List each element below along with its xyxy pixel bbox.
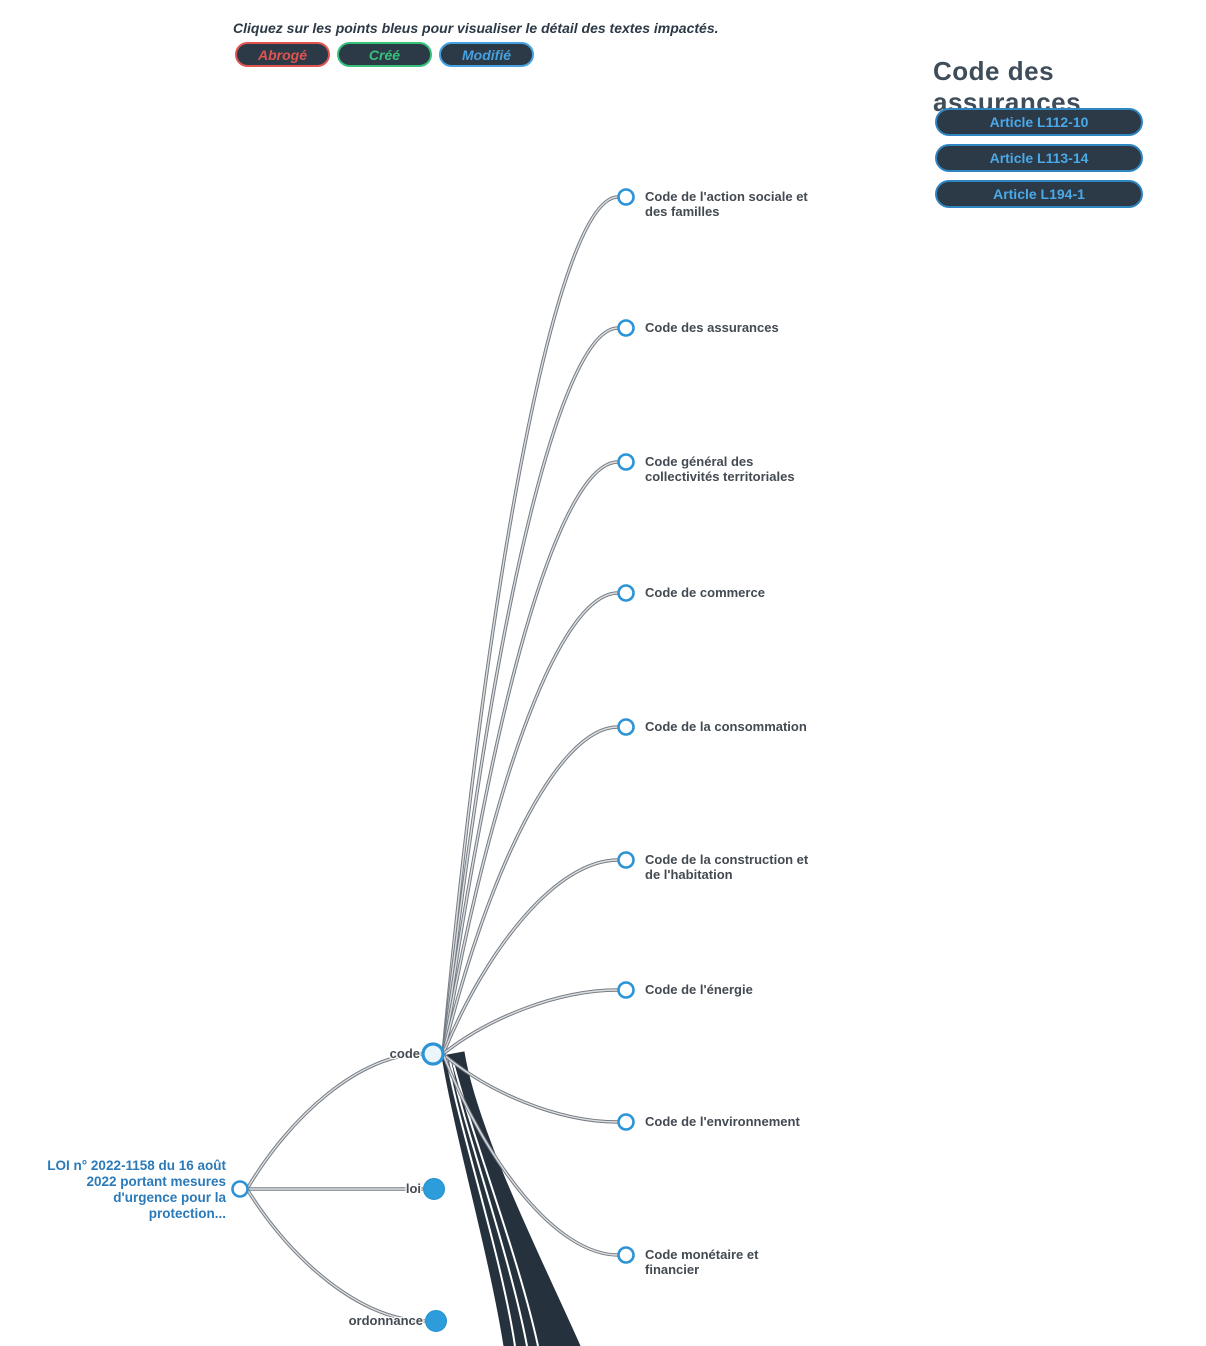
legend-cree-button[interactable]: Créé — [337, 42, 432, 67]
article-button-l113-14[interactable]: Article L113-14 — [935, 144, 1143, 172]
tree-edge — [442, 592, 619, 1055]
article-button-l112-10[interactable]: Article L112-10 — [935, 108, 1143, 136]
tree-leaf-node[interactable] — [617, 981, 635, 999]
tree-edge — [245, 1188, 426, 1323]
tree-leaf-node[interactable] — [617, 1246, 635, 1264]
tree-edge — [442, 726, 619, 1055]
tree-edge — [442, 196, 619, 1055]
tree-leaf-node[interactable] — [617, 851, 635, 869]
tree-edge — [442, 1053, 619, 1256]
instruction-text: Cliquez sur les points bleus pour visual… — [233, 20, 719, 36]
tree-node-ordonnance[interactable] — [425, 1310, 447, 1332]
tree-edge — [441, 591, 619, 1055]
tree-edge — [441, 326, 619, 1055]
legend-abroge-button[interactable]: Abrogé — [235, 42, 330, 67]
tree-edge — [245, 1052, 423, 1190]
tree-node-loi[interactable] — [423, 1178, 445, 1200]
tree-leaf-node[interactable] — [617, 319, 635, 337]
tree-edge — [442, 461, 619, 1055]
tree-edge — [246, 1188, 426, 1322]
tree-leaf-node[interactable] — [617, 188, 635, 206]
tree-edge — [442, 1053, 619, 1123]
tree-edge — [246, 1053, 423, 1190]
tree-leaf-node[interactable] — [617, 453, 635, 471]
tree-leaf-node[interactable] — [617, 718, 635, 736]
tree-edge — [442, 327, 619, 1055]
article-button-l194-1[interactable]: Article L194-1 — [935, 180, 1143, 208]
tree-node-code[interactable] — [421, 1042, 445, 1066]
edge-bundle-separator — [446, 1059, 516, 1346]
tree-edge — [442, 859, 619, 1055]
legend: Abrogé Créé Modifié — [235, 42, 534, 67]
tree-leaf-node[interactable] — [617, 584, 635, 602]
tree-leaf-node[interactable] — [617, 1113, 635, 1131]
tree-node-root[interactable] — [231, 1180, 249, 1198]
tree-edge — [441, 460, 619, 1055]
edge-bundle-separator — [449, 1060, 528, 1346]
tree-edge — [442, 989, 619, 1055]
legend-modifie-button[interactable]: Modifié — [439, 42, 534, 67]
